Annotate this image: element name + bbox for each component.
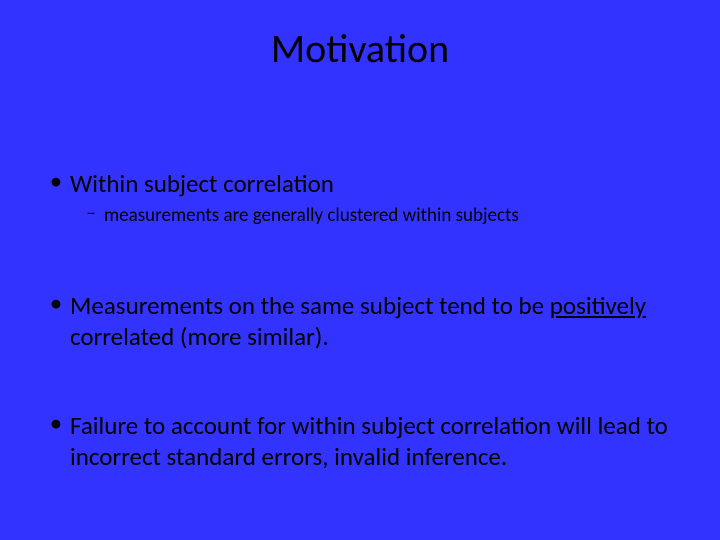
bullet-text: Within subject correlation [70,168,334,199]
bullet-dot-icon: • [42,290,70,315]
bullet-level1: •Measurements on the same subject tend t… [42,290,676,353]
bullet-level2: –measurements are generally clustered wi… [78,204,676,228]
bullet-dot-icon: • [42,168,70,193]
text-segment: Measurements on the same subject tend to… [70,290,550,321]
text-segment: correlated (more similar). [70,321,329,352]
bullet-text: Failure to account for within subject co… [70,410,676,473]
bullet-dot-icon: • [42,410,70,435]
bullet-level1: •Failure to account for within subject c… [42,410,676,473]
bullet-level1: •Within subject correlation [42,168,676,199]
slide-title: Motivation [0,24,720,73]
slide: Motivation •Within subject correlation–m… [0,0,720,540]
underlined-text: positively [550,290,646,321]
bullet-text: Measurements on the same subject tend to… [70,290,676,353]
dash-icon: – [78,204,104,223]
bullet-text: measurements are generally clustered wit… [104,204,519,228]
